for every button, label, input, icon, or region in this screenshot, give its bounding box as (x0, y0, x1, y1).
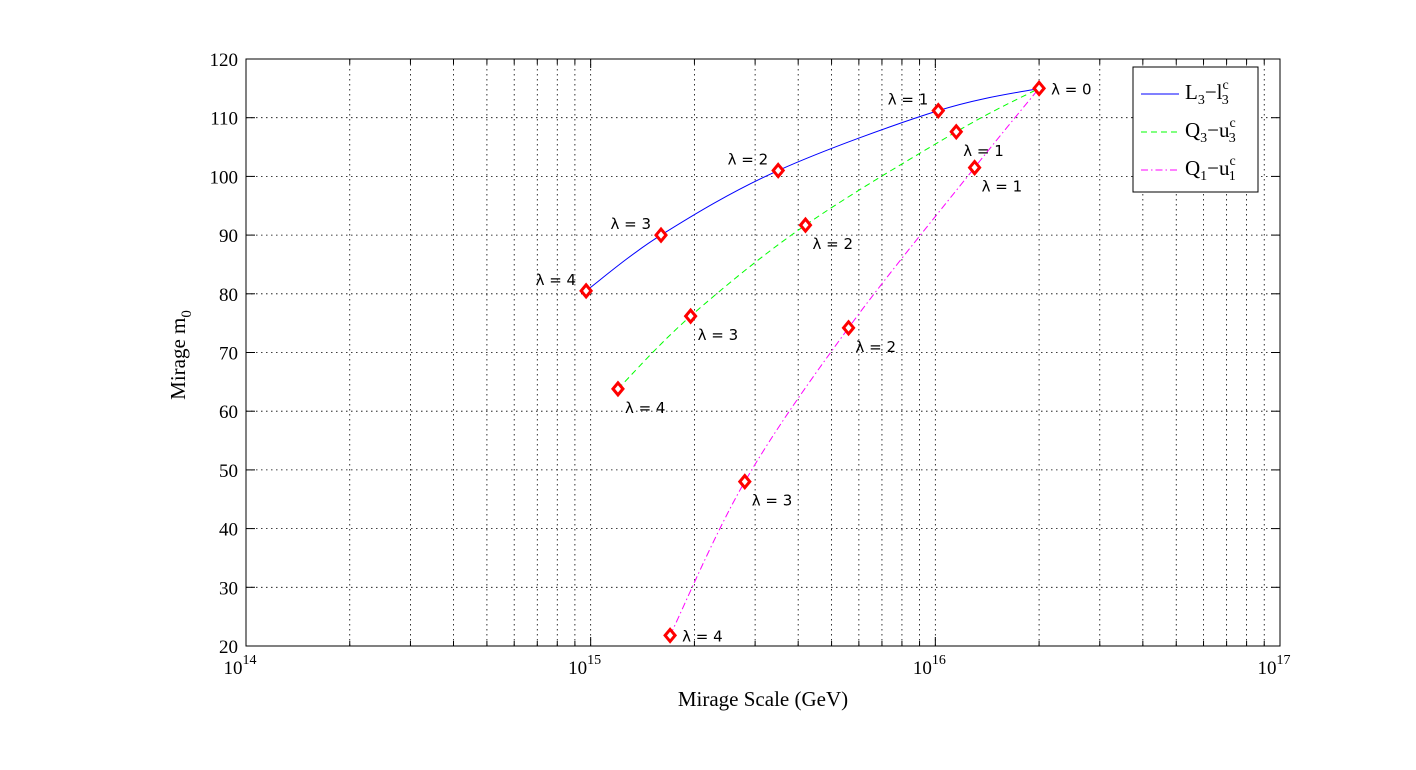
legend-label-Q1-u1c: Q1−uc 1 (1185, 154, 1236, 184)
y-tick-label: 20 (219, 637, 238, 658)
data-point-Q1-u1c (967, 159, 982, 176)
legend-label-part: 3 (1222, 93, 1229, 108)
data-label-Q1-u1c: λ = 1 (982, 178, 1023, 196)
y-tick-label: 120 (210, 50, 239, 71)
data-point-L3-l3c (654, 226, 668, 244)
legend-label-Q3-u3c: Q3−uc 3 (1185, 116, 1236, 146)
legend-label-part: Q (1185, 118, 1200, 142)
x-tick-label-exp: 15 (587, 653, 601, 668)
data-point-L3-l3c (931, 102, 946, 119)
legend-label-part: u (1219, 118, 1230, 142)
data-point-L3-l3c (1032, 80, 1047, 97)
series-line-L3-l3c (585, 87, 1040, 292)
x-tick-label: 1016 (913, 653, 946, 679)
data-label-Q3-u3c: λ = 4 (625, 399, 666, 417)
y-tick-label: 50 (219, 461, 238, 482)
marker-layer: λ = 0 λ = 1 λ = 2 λ = 3 λ = 4 λ = 1 λ = 2 λ = 3… (536, 80, 1092, 645)
x-tick-label-base: 10 (568, 658, 587, 679)
legend-label-part: u (1219, 156, 1230, 180)
data-label-L3-l3c: λ = 2 (728, 151, 769, 169)
legend-label-part: Q (1185, 156, 1200, 180)
y-tick-label: 70 (219, 344, 238, 365)
legend-label-part: 3 (1200, 131, 1207, 146)
data-point-L3-l3c (579, 282, 594, 300)
data-label-L3-l3c: λ = 0 (1051, 80, 1092, 98)
y-axis-title-sub: 0 (179, 310, 195, 318)
data-point-Q3-u3c (611, 380, 625, 398)
x-axis-title: Mirage Scale (GeV) (678, 687, 848, 711)
data-label-Q1-u1c: λ = 4 (682, 627, 723, 645)
legend-label-part: 1 (1200, 169, 1207, 184)
x-tick-label-exp: 16 (932, 653, 946, 668)
x-tick-label-base: 10 (913, 658, 932, 679)
x-tick-label-exp: 14 (243, 653, 257, 668)
y-tick-label: 60 (219, 402, 238, 423)
legend-label-part: c (1230, 154, 1236, 169)
legend-label-part: 3 (1229, 131, 1236, 146)
y-tick-label: 90 (219, 226, 238, 247)
legend-box (1132, 66, 1259, 193)
legend-label-part: 1 (1229, 169, 1236, 184)
legend-label-part: − (1207, 156, 1219, 180)
x-tick-label: 1017 (1258, 653, 1291, 679)
legend-label-L3-l3c: L3−lc 3 (1185, 78, 1229, 108)
legend-label-part: L (1185, 80, 1198, 104)
data-point-L3-l3c (771, 162, 786, 179)
y-axis-title-main: Mirage m (166, 318, 190, 400)
data-point-Q1-u1c (841, 319, 856, 337)
legend-label-part: c (1230, 116, 1236, 131)
y-tick-label: 80 (219, 285, 238, 306)
series-line-Q3-u3c (617, 87, 1040, 390)
series-line-Q1-u1c (669, 88, 1040, 636)
y-tick-label: 30 (219, 578, 238, 599)
legend-label-part: − (1207, 118, 1219, 142)
data-point-Q3-u3c (798, 216, 813, 234)
data-point-Q1-u1c (737, 473, 752, 490)
data-point-Q3-u3c (949, 123, 964, 141)
data-point-Q3-u3c (683, 307, 698, 325)
data-label-L3-l3c: λ = 4 (536, 271, 577, 289)
series-layer (585, 87, 1040, 636)
x-tick-label-exp: 17 (1277, 653, 1291, 668)
x-tick-label-base: 10 (1258, 658, 1277, 679)
data-label-L3-l3c: λ = 3 (610, 215, 651, 233)
data-label-Q1-u1c: λ = 3 (752, 492, 793, 510)
legend-label-part: 3 (1198, 93, 1205, 108)
legend-label-part: l (1217, 80, 1223, 104)
y-axis-title: Mirage m0 (166, 310, 195, 400)
data-point-Q1-u1c (663, 627, 678, 644)
y-tick-label: 100 (210, 167, 239, 188)
y-tick-label: 110 (210, 109, 238, 130)
data-label-Q3-u3c: λ = 3 (698, 326, 739, 344)
data-label-Q3-u3c: λ = 1 (963, 142, 1004, 160)
data-label-Q3-u3c: λ = 2 (812, 235, 853, 253)
data-label-L3-l3c: λ = 1 (888, 91, 929, 109)
x-tick-label: 1015 (568, 653, 601, 679)
legend: L3−lc 3Q3−uc 3Q1−uc 1 (1132, 66, 1259, 193)
legend-label-part: − (1205, 80, 1217, 104)
data-label-Q1-u1c: λ = 2 (856, 338, 897, 356)
legend-label-part: c (1223, 78, 1229, 93)
y-tick-label: 40 (219, 520, 238, 541)
x-tick-label-base: 10 (224, 658, 243, 679)
x-tick-label: 1014 (224, 653, 257, 679)
